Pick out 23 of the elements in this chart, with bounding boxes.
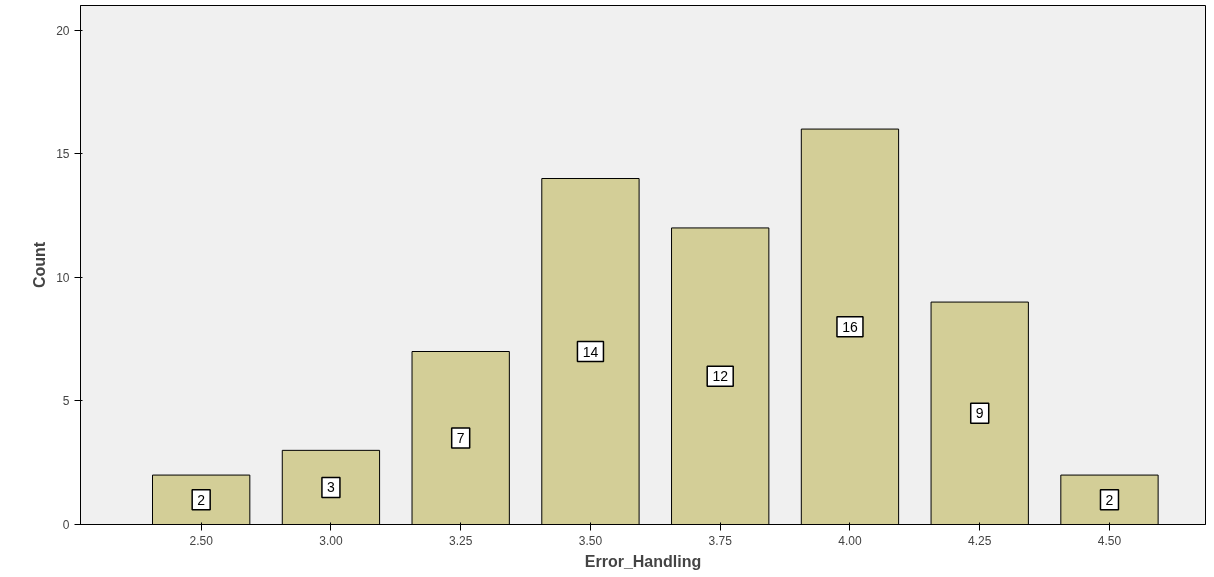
x-tick-label: 3.25 — [449, 533, 473, 548]
data-label: 2 — [197, 491, 206, 508]
y-tick-label: 20 — [56, 23, 70, 38]
data-label: 7 — [456, 430, 465, 446]
data-label: 14 — [582, 343, 599, 360]
y-tick-label: 0 — [62, 518, 70, 532]
y-axis-title: Count — [31, 241, 49, 289]
x-tick-label: 4.25 — [968, 533, 992, 548]
y-tick-label: 5 — [62, 394, 70, 409]
x-tick-label: 3.50 — [578, 533, 603, 548]
x-axis-title: Error_Handling — [584, 552, 702, 570]
data-label: 2 — [1105, 491, 1114, 508]
data-label: 16 — [842, 318, 858, 335]
data-label: 3 — [327, 479, 336, 496]
x-tick-label: 3.00 — [319, 533, 343, 548]
x-tick-label: 4.50 — [1097, 533, 1122, 548]
x-tick-label: 3.75 — [708, 533, 733, 548]
x-tick-label: 4.00 — [838, 533, 862, 548]
data-label: 12 — [712, 368, 729, 385]
y-tick-label: 15 — [56, 147, 70, 162]
data-label: 9 — [975, 405, 984, 422]
x-tick-label: 2.50 — [189, 533, 214, 548]
y-tick-label: 10 — [56, 270, 70, 285]
